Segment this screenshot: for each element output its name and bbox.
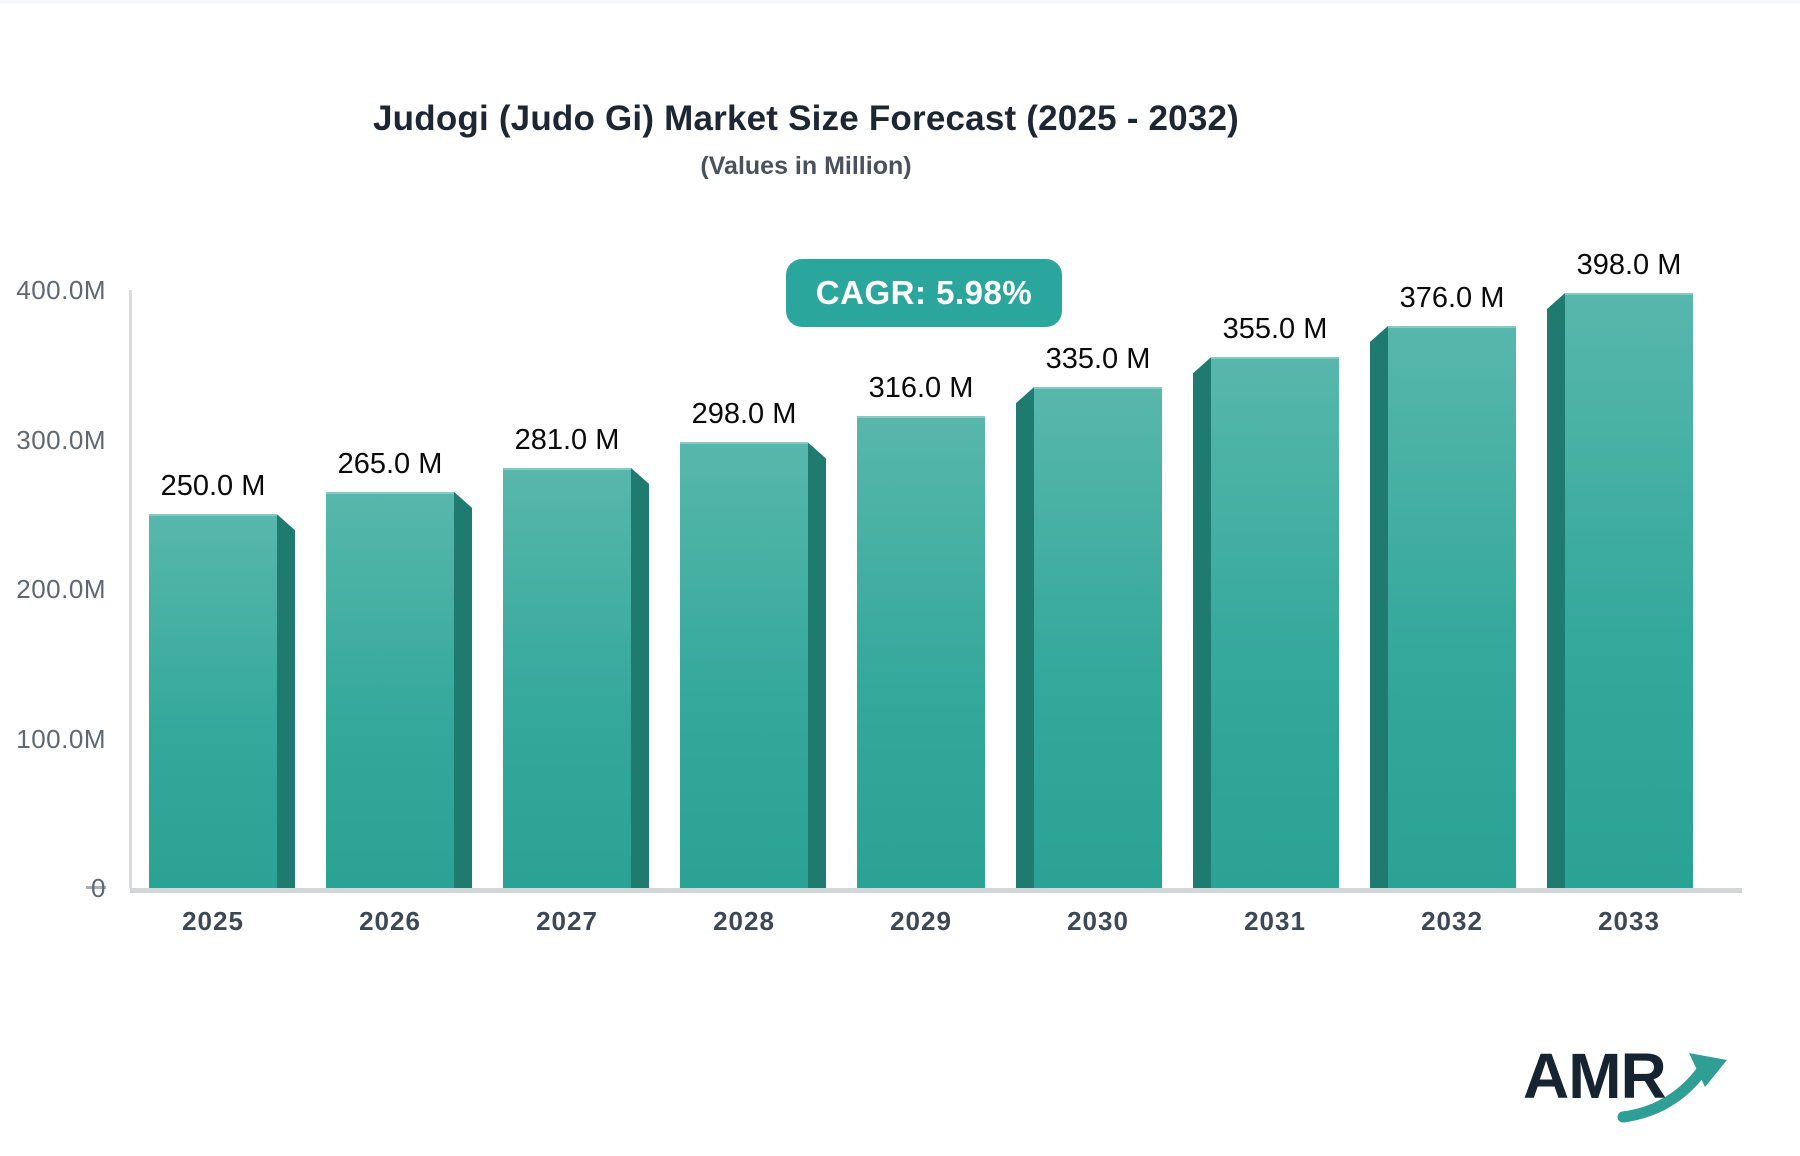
bar-face-2033 [1565,292,1693,888]
bar-side-2030 [1016,387,1034,888]
y-tick-0: 0 [91,873,106,903]
x-tick-2031: 2031 [1244,906,1306,936]
bar-value-label-2026: 265.0 M [337,447,443,480]
amr-logo: AMR [1523,1039,1733,1129]
x-tick-2029: 2029 [890,906,952,936]
y-tick-300: 300.0M [16,424,106,455]
bar-value-label-2030: 335.0 M [1045,343,1151,376]
bar-side-2028 [808,442,826,888]
trend-up-arrow-icon [1615,1047,1735,1130]
x-tick-2032: 2032 [1421,906,1483,936]
bar-side-2025 [277,514,295,888]
bar-value-label-2027: 281.0 M [514,423,620,456]
bar-2033 [1547,292,1693,888]
x-tick-2033: 2033 [1598,906,1660,936]
bar-value-label-2028: 298.0 M [691,398,797,431]
bar-value-label-2033: 398.0 M [1576,248,1682,281]
y-tick-200: 200.0M [16,574,106,604]
cagr-badge: CAGR: 5.98% [786,259,1062,327]
bar-face-2031 [1211,357,1339,888]
y-axis-line [129,290,132,888]
x-tick-2026: 2026 [359,906,421,936]
bar-face-2032 [1388,325,1516,888]
bar-value-label-2031: 355.0 M [1222,313,1328,346]
bar-side-2026 [454,491,472,888]
bar-2029 [857,415,985,888]
bar-2028 [680,442,826,888]
bar-face-2025 [149,514,277,888]
bar-side-2032 [1370,325,1388,888]
y-tick-100: 100.0M [16,723,106,754]
chart-subtitle: (Values in Million) [700,152,912,180]
zero-tick-mark [86,886,106,889]
chart-title: Judogi (Judo Gi) Market Size Forecast (2… [372,99,1240,138]
y-tick-400: 400.0M [16,275,106,305]
bar-side-2031 [1193,357,1211,888]
bar-value-label-2032: 376.0 M [1399,281,1505,314]
bar-face-2029 [857,415,985,888]
x-axis-baseline [130,888,1742,893]
bar-2031 [1193,357,1339,888]
bar-face-2026 [326,491,454,888]
bar-face-2028 [680,442,808,888]
bar-2032 [1370,325,1516,888]
x-tick-2028: 2028 [713,906,775,936]
bar-face-2030 [1034,387,1162,888]
bar-value-label-2029: 316.0 M [868,371,974,404]
bar-2026 [326,491,472,888]
bar-face-2027 [503,467,631,888]
x-tick-2025: 2025 [182,906,244,936]
bar-side-2027 [631,467,649,888]
bar-side-2033 [1547,292,1565,888]
bar-2025 [149,514,295,888]
bar-2030 [1016,387,1162,888]
amr-logo-text: AMR [1523,1040,1667,1112]
cagr-badge-label: CAGR: 5.98% [815,274,1033,311]
x-tick-2030: 2030 [1067,906,1129,936]
x-tick-2027: 2027 [536,906,598,936]
bar-value-label-2025: 250.0 M [160,470,266,503]
bar-2027 [503,467,649,888]
